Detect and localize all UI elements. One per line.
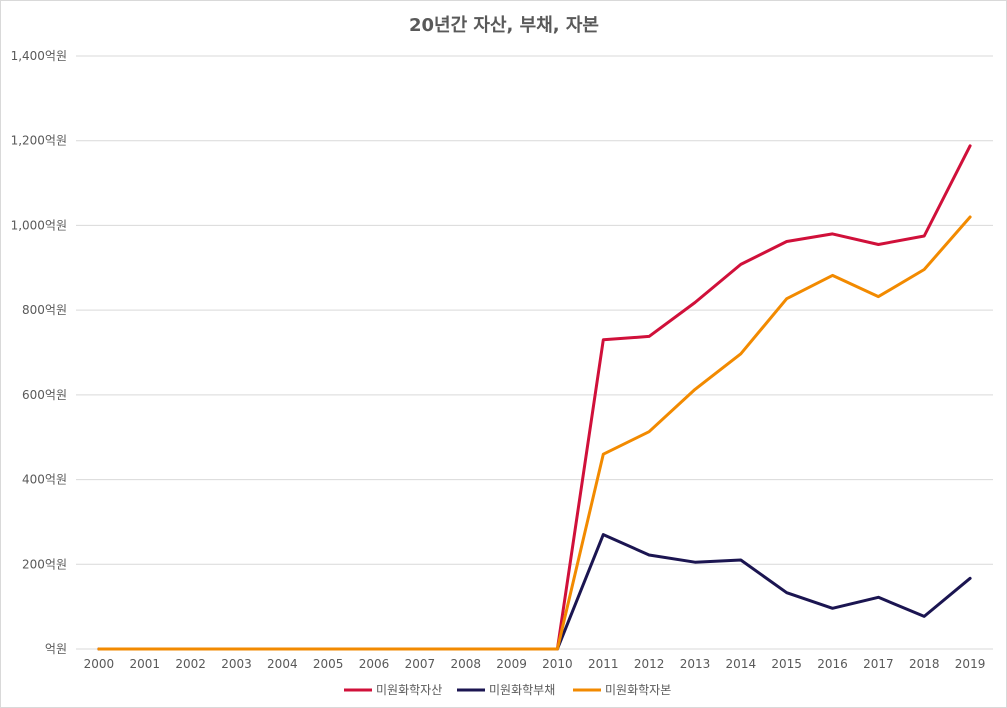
gridlines (76, 55, 993, 650)
x-tick-label: 2002 (175, 657, 206, 671)
series-line (97, 144, 972, 651)
y-tick-label: 800억원 (22, 303, 67, 317)
y-tick-label: 200억원 (22, 557, 67, 571)
x-tick-label: 2000 (84, 657, 115, 671)
x-tick-label: 2006 (359, 657, 390, 671)
x-axis-ticks: 2000 2001 2002 2003 2004 2005 2006 2007 2008 2009… (84, 657, 986, 671)
x-tick-label: 2013 (680, 657, 711, 671)
series-line (97, 533, 972, 651)
x-tick-label: 2010 (542, 657, 573, 671)
y-tick-label: 400억원 (22, 473, 67, 487)
x-tick-label: 2017 (863, 657, 894, 671)
x-tick-label: 2015 (771, 657, 802, 671)
chart-title: 20년간 자산, 부채, 자본 (409, 15, 599, 36)
legend-label: 미원화학부채 (489, 683, 555, 697)
x-tick-label: 2019 (955, 657, 986, 671)
y-tick-label: 600억원 (22, 388, 67, 402)
x-tick-label: 2009 (496, 657, 527, 671)
x-tick-label: 2007 (405, 657, 436, 671)
x-tick-label: 2018 (909, 657, 940, 671)
legend-label: 미원화학자산 (376, 683, 442, 697)
x-tick-label: 2008 (450, 657, 481, 671)
x-tick-label: 2004 (267, 657, 298, 671)
x-tick-label: 2005 (313, 657, 344, 671)
y-tick-label: 1,400억원 (11, 49, 67, 63)
y-tick-label: 1,200억원 (11, 134, 67, 148)
legend-label: 미원화학자본 (605, 683, 671, 697)
y-tick-label: 1,000억원 (11, 218, 67, 232)
x-tick-label: 2014 (726, 657, 757, 671)
x-tick-label: 2001 (130, 657, 161, 671)
series-lines (97, 144, 972, 651)
legend: 미원화학자산 미원화학부채 미원화학자본 (344, 683, 671, 697)
y-axis-ticks: 억원 200억원 400억원 600억원 800억원 1,000억원 1,200억원 1,40… (11, 49, 67, 656)
x-tick-label: 2003 (221, 657, 252, 671)
x-tick-label: 2016 (817, 657, 848, 671)
x-tick-label: 2012 (634, 657, 665, 671)
y-tick-label: 억원 (45, 642, 67, 656)
series-line (97, 215, 972, 651)
x-tick-label: 2011 (588, 657, 619, 671)
